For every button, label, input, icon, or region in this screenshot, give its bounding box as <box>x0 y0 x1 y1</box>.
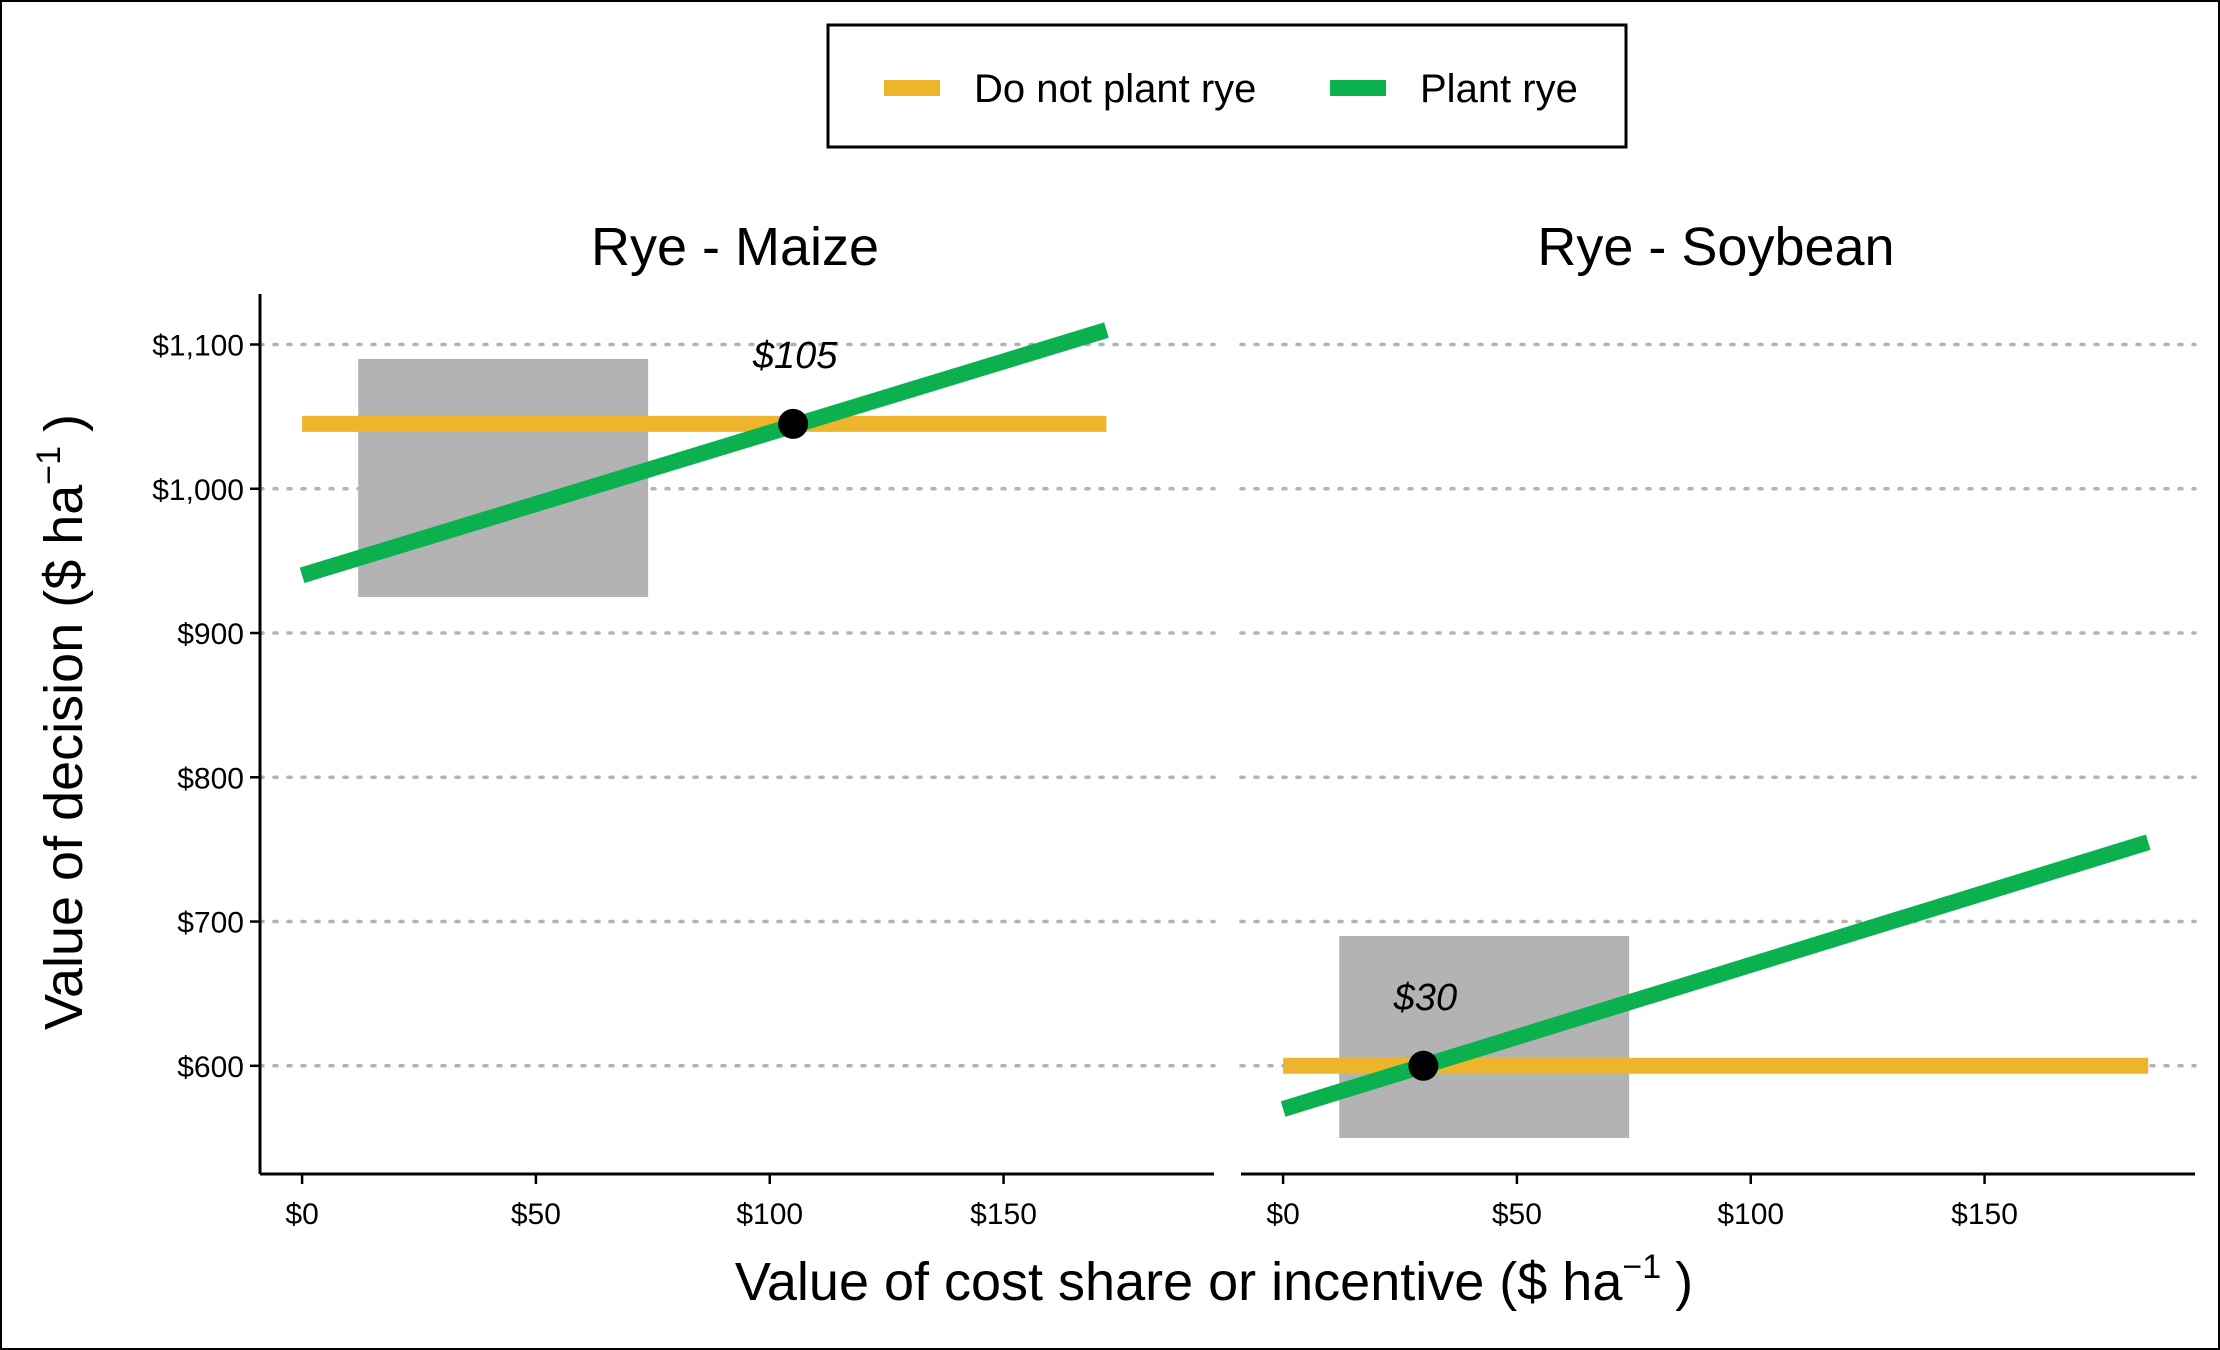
x-tick-label-soybean: $150 <box>1951 1198 2018 1231</box>
x-tick-label-maize: $150 <box>970 1198 1037 1231</box>
y-tick-label: $900 <box>177 618 244 651</box>
panel-title-maize: Rye - Maize <box>591 217 879 277</box>
y-tick-label: $1,100 <box>152 329 244 362</box>
breakeven-point-soybean <box>1408 1050 1439 1081</box>
x-axis-title: Value of cost share or incentive ($ ha−1… <box>735 1248 1693 1312</box>
breakeven-label-soybean: $30 <box>1393 977 1457 1019</box>
legend-label-plant: Plant rye <box>1420 67 1578 111</box>
legend: Do not plant rye Plant rye <box>826 23 1628 149</box>
legend-box <box>826 23 1628 149</box>
y-tick-label: $700 <box>177 907 244 940</box>
plot-layer: $105 $0 $50 $100 $150 $30 $0 $50 $100 $150 $600 $70… <box>152 294 2197 1231</box>
breakeven-label-maize: $105 <box>752 335 838 377</box>
x-tick-label-soybean: $50 <box>1492 1198 1542 1231</box>
x-tick-label-maize: $0 <box>285 1198 318 1231</box>
x-tick-label-soybean: $0 <box>1266 1198 1299 1231</box>
x-tick-label-soybean: $100 <box>1717 1198 1784 1231</box>
y-tick-label: $1,000 <box>152 474 244 507</box>
y-axis-title: Value of decision ($ ha−1) <box>30 414 94 1030</box>
series-line-maize-plant-rye <box>299 322 1109 583</box>
breakeven-point-maize <box>778 408 809 439</box>
panel-title-soybean: Rye - Soybean <box>1537 217 1894 277</box>
y-tick-label: $800 <box>177 762 244 795</box>
legend-label-do-not-plant: Do not plant rye <box>974 67 1256 111</box>
shaded-region-soybean <box>1339 935 1630 1138</box>
x-tick-label-maize: $50 <box>511 1198 561 1231</box>
x-tick-label-maize: $100 <box>736 1198 803 1231</box>
y-tick-label: $600 <box>177 1051 244 1084</box>
